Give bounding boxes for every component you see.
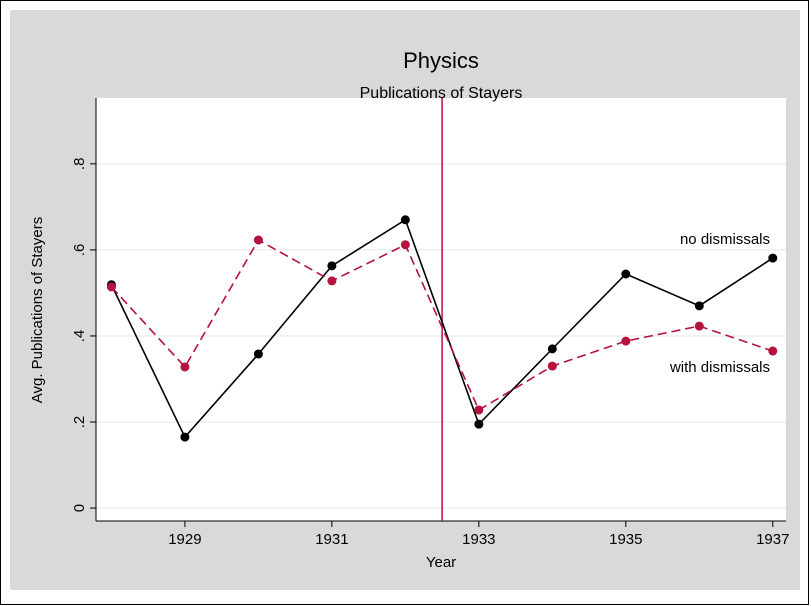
series-line	[110, 238, 774, 412]
chart-title: Physics	[403, 48, 479, 73]
y-tick-label: .2	[71, 416, 88, 429]
y-axis-label: Avg. Publications of Stayers	[29, 217, 46, 404]
marker	[474, 419, 484, 429]
x-tick-label: 1933	[462, 531, 495, 548]
y-tick-label: .8	[71, 158, 88, 171]
marker	[694, 301, 704, 311]
marker	[621, 269, 631, 279]
x-tick-label: 1931	[315, 531, 348, 548]
marker	[400, 215, 410, 225]
marker	[253, 235, 263, 245]
x-tick-label: 1937	[756, 531, 789, 548]
marker	[694, 321, 704, 331]
x-tick-label: 1929	[168, 531, 201, 548]
marker	[180, 362, 190, 372]
marker	[327, 261, 337, 271]
series-label: with dismissals	[669, 359, 770, 376]
marker	[327, 276, 337, 286]
plot-region	[96, 98, 786, 521]
y-tick-label: .6	[71, 244, 88, 257]
chart-subtitle: Publications of Stayers	[360, 85, 523, 102]
marker	[768, 253, 778, 263]
marker	[400, 240, 410, 250]
marker	[180, 432, 190, 442]
marker	[253, 349, 263, 359]
marker	[106, 282, 116, 292]
marker	[621, 336, 631, 346]
marker	[547, 361, 557, 371]
x-tick-label: 1935	[609, 531, 642, 548]
series-label: no dismissals	[680, 231, 770, 248]
marker	[474, 405, 484, 415]
series-line	[110, 218, 774, 439]
y-tick-label: .4	[71, 330, 88, 343]
marker	[768, 346, 778, 356]
marker	[547, 344, 557, 354]
x-axis-label: Year	[426, 554, 456, 571]
y-tick-label: 0	[71, 504, 88, 512]
